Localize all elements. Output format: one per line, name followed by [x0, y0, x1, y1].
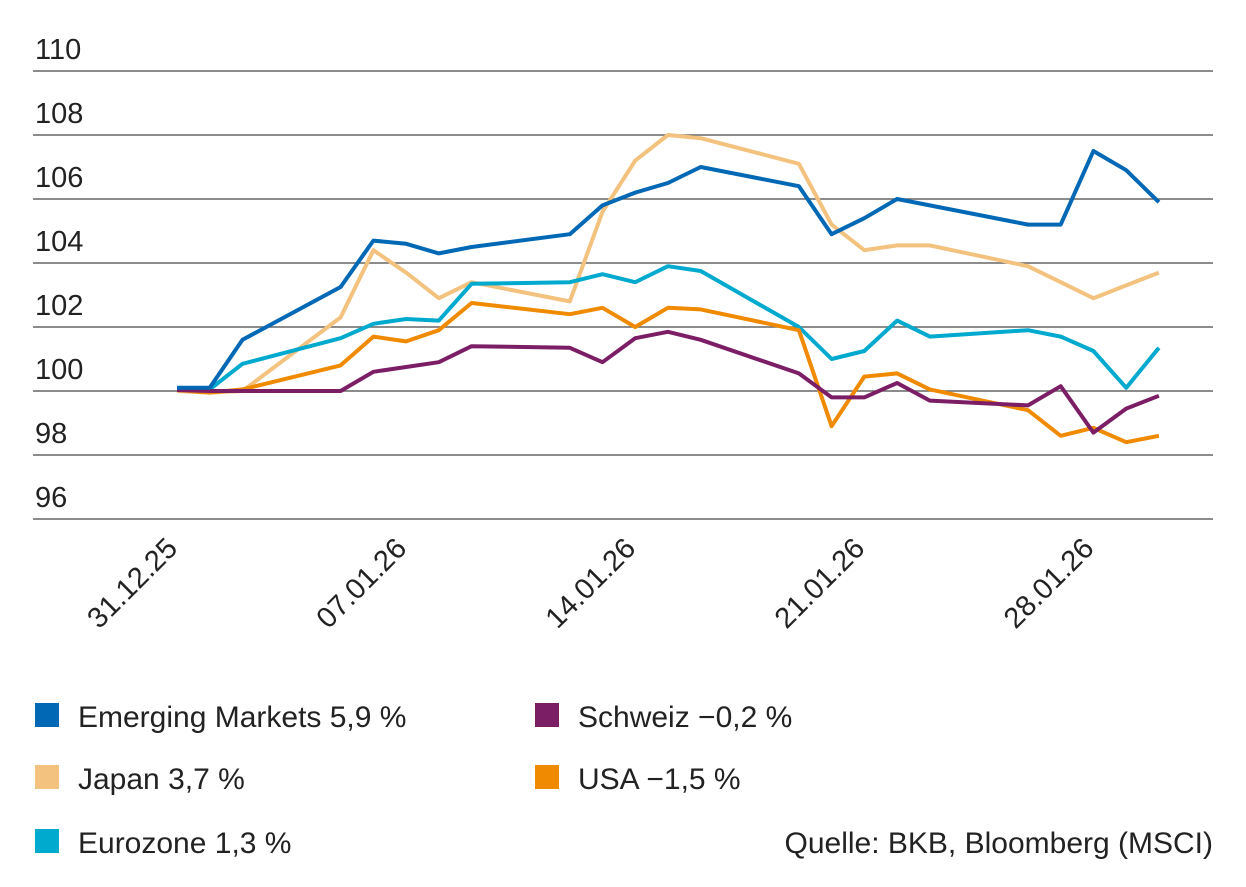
- y-tick-label: 96: [35, 482, 67, 514]
- grid: [33, 70, 1213, 520]
- source-note: Quelle: BKB, Bloomberg (MSCI): [785, 827, 1213, 860]
- legend-label: Emerging Markets 5,9 %: [78, 701, 406, 734]
- x-tick-label: 07.01.26: [311, 532, 413, 634]
- legend-swatch: [35, 703, 59, 727]
- y-tick-label: 110: [35, 34, 81, 66]
- x-tick-label: 14.01.26: [540, 532, 642, 634]
- series-lines: [176, 133, 1161, 445]
- legend-label: Eurozone 1,3 %: [78, 827, 291, 860]
- series-line-emerging-markets: [177, 149, 1161, 390]
- y-tick-label: 98: [35, 418, 67, 450]
- legend-label: Japan 3,7 %: [78, 763, 245, 796]
- y-tick-label: 102: [35, 290, 83, 322]
- legend-label: USA −1,5 %: [578, 763, 741, 796]
- legend-swatch: [535, 765, 559, 789]
- x-axis: 31.12.25 07.01.26 14.01.26 21.01.26 28.01.26: [81, 532, 1100, 634]
- legend: Emerging Markets 5,9 % Japan 3,7 % Eurozon…: [35, 701, 792, 860]
- series-line-eurozone: [177, 264, 1161, 392]
- x-tick-label: 28.01.26: [998, 532, 1100, 634]
- x-tick-label: 21.01.26: [769, 532, 871, 634]
- legend-label: Schweiz −0,2 %: [578, 701, 792, 734]
- legend-swatch: [35, 829, 59, 853]
- legend-swatch: [35, 765, 59, 789]
- legend-swatch: [535, 703, 559, 727]
- y-tick-label: 104: [35, 226, 83, 258]
- series-line-usa: [176, 301, 1160, 445]
- series-line-schweiz: [176, 329, 1160, 435]
- y-tick-label: 108: [35, 98, 83, 130]
- x-tick-label: 31.12.25: [81, 532, 183, 634]
- y-tick-label: 100: [35, 354, 83, 386]
- y-tick-label: 106: [35, 162, 83, 194]
- y-axis: 96 98 100 102 104 106 108 110: [35, 34, 83, 514]
- series-line-japan: [176, 133, 1160, 395]
